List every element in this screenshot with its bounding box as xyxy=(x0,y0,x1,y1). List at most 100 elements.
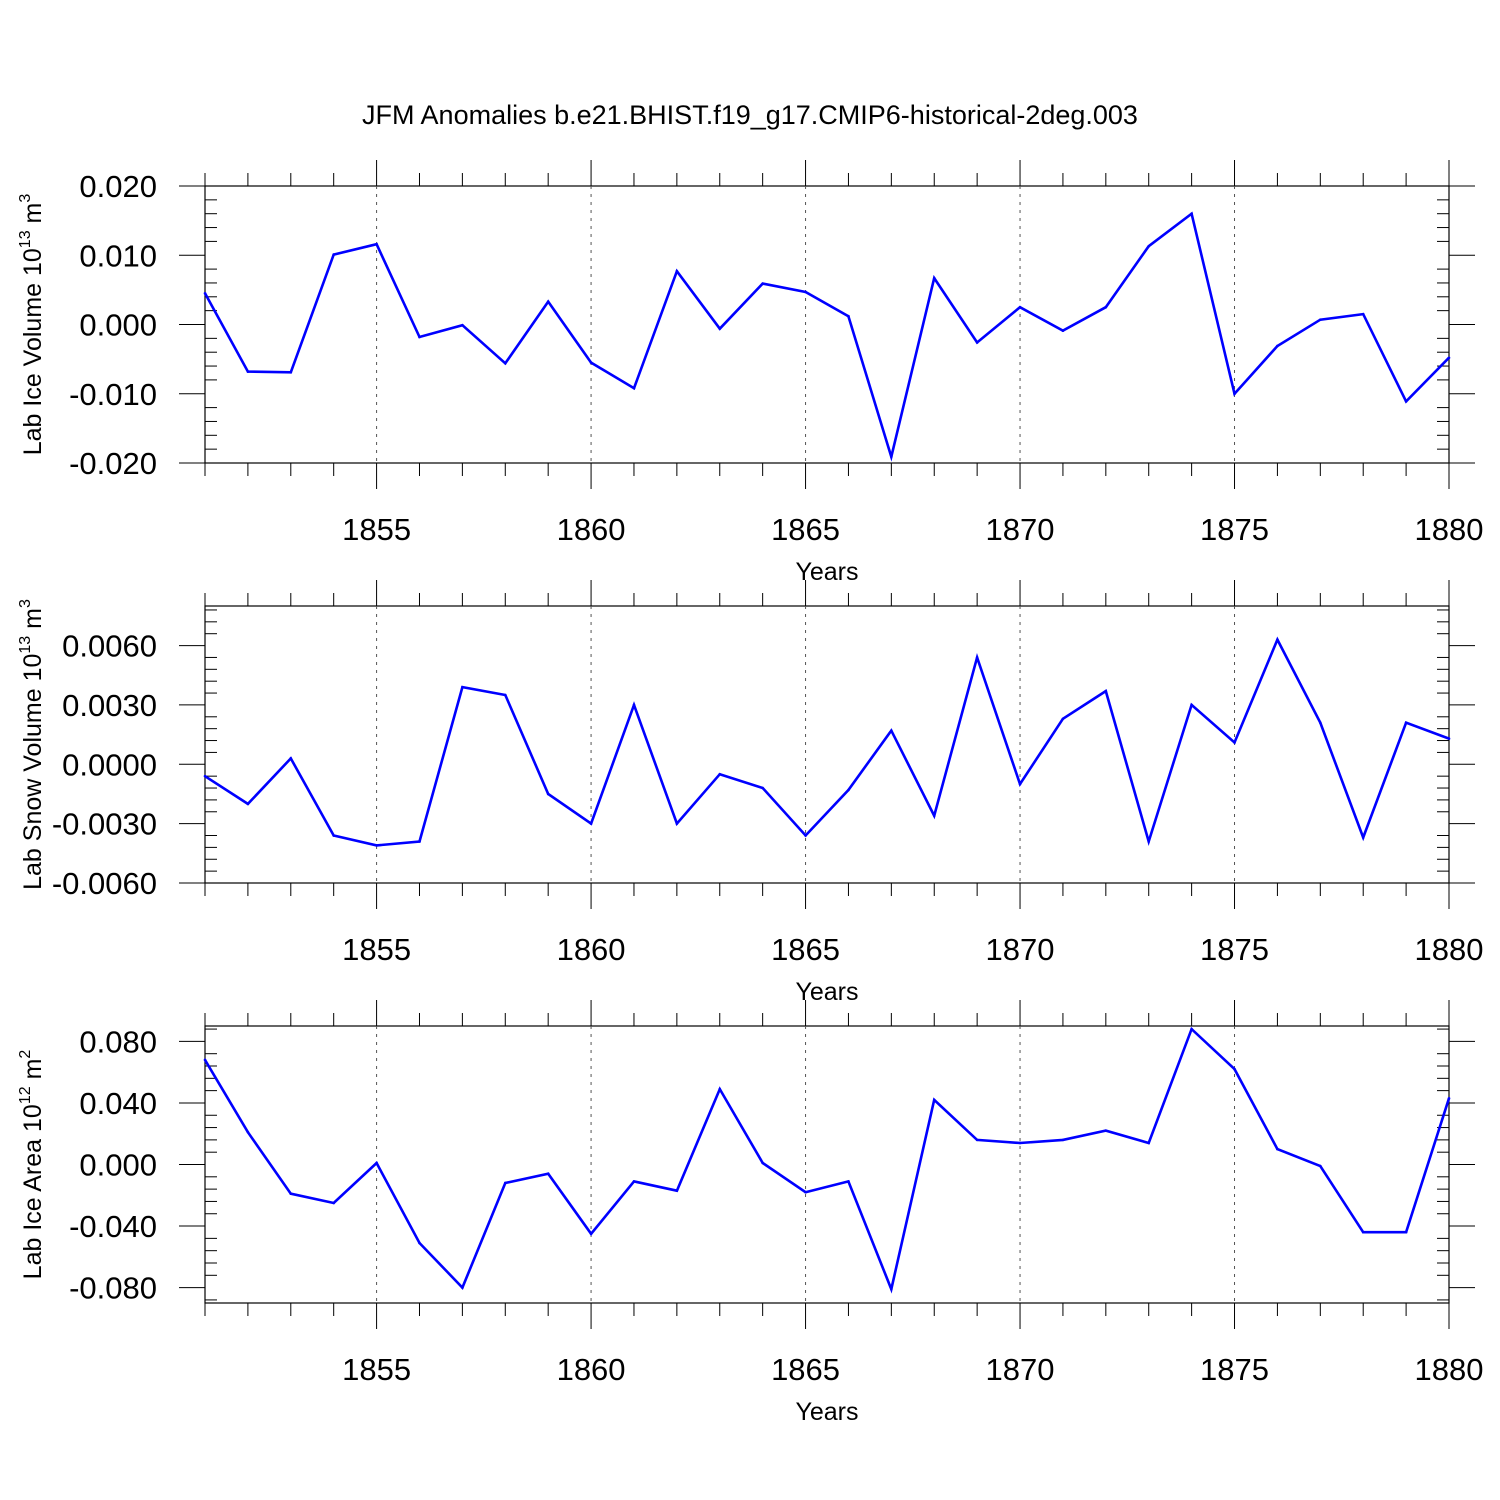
series-line xyxy=(203,211,1450,462)
data-point xyxy=(1276,638,1279,641)
x-tick-label: 1875 xyxy=(1200,1352,1269,1387)
data-point xyxy=(246,370,250,373)
data-point xyxy=(289,1192,293,1196)
data-point xyxy=(847,314,850,318)
data-point xyxy=(1233,392,1236,396)
y-tick-label: 0.020 xyxy=(79,169,157,204)
data-point xyxy=(546,1172,550,1176)
y-axis-title-main: Lab Snow Volume 10 xyxy=(19,654,47,890)
data-point xyxy=(1319,1164,1322,1168)
y-tick-label: -0.080 xyxy=(69,1271,157,1306)
x-tick-label: 1875 xyxy=(1200,932,1269,967)
data-point xyxy=(1361,312,1365,316)
data-point xyxy=(632,1180,636,1183)
data-point xyxy=(289,757,293,760)
data-point xyxy=(932,1098,936,1102)
data-point xyxy=(1276,344,1279,348)
data-point xyxy=(461,1286,464,1289)
data-point xyxy=(546,792,550,796)
y-tick-label: 0.0030 xyxy=(62,688,157,723)
data-point xyxy=(718,772,722,776)
data-point xyxy=(332,1201,335,1205)
data-point xyxy=(932,814,936,818)
series-line xyxy=(203,1026,1451,1294)
y-axis-title: Lab Ice Volume 1013 m3 xyxy=(17,194,47,456)
y-axis-title-unit: m xyxy=(19,203,47,231)
data-point xyxy=(1018,1141,1022,1145)
y-axis-title-exponent: 13 xyxy=(17,636,34,654)
y-tick-label: -0.020 xyxy=(69,446,157,481)
data-point xyxy=(1404,400,1408,403)
data-point xyxy=(890,455,893,459)
data-point xyxy=(1447,356,1451,360)
y-tick-label: 0.000 xyxy=(79,308,157,343)
x-tick-label: 1875 xyxy=(1200,512,1269,547)
y-axis-title-unit-exponent: 2 xyxy=(17,1050,34,1059)
data-point xyxy=(1018,305,1022,309)
data-point xyxy=(375,844,378,847)
data-point xyxy=(632,386,636,390)
y-tick-label: -0.010 xyxy=(69,377,157,412)
data-point xyxy=(503,1181,507,1185)
data-point xyxy=(375,242,378,246)
data-point xyxy=(418,335,421,339)
data-point xyxy=(589,1232,593,1236)
data-point xyxy=(589,822,593,825)
x-tick-label: 1870 xyxy=(986,512,1055,547)
y-axis-title-main: Lab Ice Area 10 xyxy=(19,1104,47,1279)
data-point xyxy=(804,290,807,294)
y-tick-label: 0.010 xyxy=(79,238,157,273)
y-tick-label: 0.040 xyxy=(79,1086,157,1121)
data-point xyxy=(1447,737,1451,740)
data-point xyxy=(1104,305,1108,309)
y-tick-label: 0.0000 xyxy=(62,747,157,782)
data-point xyxy=(203,1058,207,1062)
x-axis-title: Years xyxy=(795,1398,858,1426)
data-point xyxy=(804,834,807,837)
data-point xyxy=(1361,836,1365,839)
data-point xyxy=(589,361,593,364)
data-point xyxy=(761,1161,764,1165)
x-tick-label: 1855 xyxy=(342,1352,411,1387)
data-point xyxy=(461,685,464,689)
data-point xyxy=(418,1241,421,1245)
data-point xyxy=(675,1189,679,1192)
y-axis-title-exponent: 12 xyxy=(17,1086,34,1104)
data-point xyxy=(1233,1067,1236,1071)
data-point xyxy=(1361,1230,1365,1234)
data-point xyxy=(632,703,636,707)
data-point xyxy=(847,1180,850,1183)
data-point xyxy=(1447,1097,1451,1100)
data-point xyxy=(890,1287,893,1291)
data-point xyxy=(1147,244,1151,248)
x-tick-label: 1870 xyxy=(986,932,1055,967)
data-point xyxy=(718,1087,722,1091)
data-point xyxy=(503,693,507,697)
data-point xyxy=(675,822,679,825)
data-point xyxy=(246,802,250,806)
x-axis-title: Years xyxy=(795,978,858,1006)
figure-title: JFM Anomalies b.e21.BHIST.f19_g17.CMIP6-… xyxy=(362,100,1138,130)
y-axis-title-exponent: 13 xyxy=(17,230,34,248)
data-point xyxy=(675,269,679,273)
data-point xyxy=(1190,703,1193,707)
data-point xyxy=(1061,1138,1065,1142)
x-tick-label: 1865 xyxy=(771,512,840,547)
data-point xyxy=(546,300,550,303)
panels-container: -0.020 -0.010 0.000 0.010 0.020 1855 1860 1865 1… xyxy=(17,160,1483,1426)
x-tick-label: 1880 xyxy=(1415,1352,1484,1387)
x-tick-label: 1855 xyxy=(342,932,411,967)
data-point xyxy=(1147,1141,1151,1145)
y-tick-label: 0.0060 xyxy=(62,629,157,664)
data-point xyxy=(847,788,850,792)
data-point xyxy=(890,729,893,732)
x-tick-label: 1865 xyxy=(771,932,840,967)
data-point xyxy=(1319,318,1322,321)
chart-panel-2: -0.0060 -0.0030 0.0000 0.0030 0.0060 1855 1860… xyxy=(17,580,1483,1006)
data-point xyxy=(1190,1027,1193,1031)
data-point xyxy=(1061,329,1065,333)
data-point xyxy=(332,253,335,256)
data-point xyxy=(203,292,207,295)
x-tick-label: 1880 xyxy=(1415,932,1484,967)
data-point xyxy=(1319,721,1322,725)
